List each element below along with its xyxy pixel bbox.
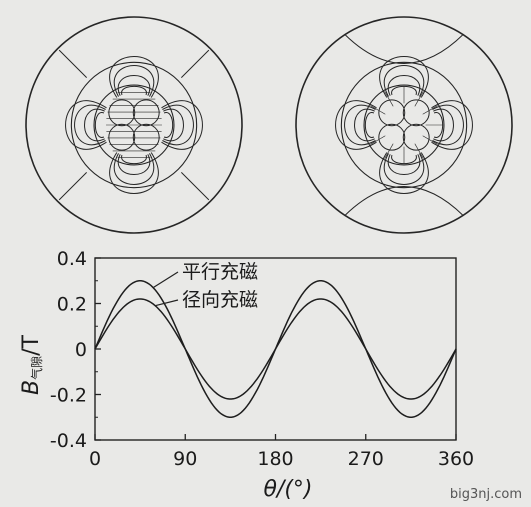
x-tick-label: 270 — [348, 448, 384, 470]
flux-line — [335, 100, 377, 150]
x-tick-label: 0 — [89, 448, 101, 470]
y-axis-label-sub: 气隙 — [29, 356, 44, 380]
rotor-flux-loop — [132, 99, 160, 127]
magnet-hatch — [370, 105, 386, 115]
magnet-hatch — [414, 143, 424, 159]
chart-series — [94, 280, 457, 418]
radial-magnetization-field-plot — [295, 16, 513, 234]
rotor-circle — [363, 84, 445, 166]
rotor-flux-loop — [378, 123, 406, 151]
flux-line — [364, 112, 375, 138]
sector-boundary — [58, 49, 88, 79]
flux-line — [354, 108, 375, 142]
sector-boundary — [180, 49, 210, 79]
flux-line — [433, 108, 454, 142]
magnet-hatch — [422, 105, 438, 115]
x-tick-label: 360 — [438, 448, 474, 470]
flux-line — [163, 112, 174, 138]
stator-outer-circle — [295, 16, 513, 234]
flux-line — [121, 85, 147, 96]
sector-boundary — [180, 171, 210, 201]
chart-ticks: 0 90 180 270 360 0.4 0.2 0 -0.2 -0.4 — [50, 248, 474, 470]
y-axis-label: B气隙/T — [19, 334, 44, 395]
y-axis-label-unit: /T — [19, 334, 44, 355]
air-gap-circle — [70, 61, 198, 189]
flux-line — [383, 153, 425, 185]
x-tick-label: 180 — [257, 448, 293, 470]
y-axis-label-main: B — [19, 380, 44, 395]
sector-boundary — [344, 33, 464, 64]
legend-label-radial: 径向充磁 — [182, 289, 258, 311]
x-tick-label: 90 — [173, 448, 197, 470]
flux-line — [113, 153, 155, 185]
flux-line — [109, 56, 159, 98]
flux-line — [109, 152, 159, 194]
air-gap-circle — [340, 61, 468, 189]
series-line-radial — [94, 298, 457, 400]
x-axis-label: θ/(°) — [263, 477, 312, 502]
flux-line — [117, 154, 151, 175]
rotor-flux-loop — [132, 123, 160, 151]
flux-line — [65, 100, 107, 150]
y-tick-label: 0.4 — [57, 248, 87, 270]
flux-line — [344, 104, 376, 146]
flux-line — [84, 108, 105, 142]
legend-leader-parallel — [152, 271, 179, 289]
magnet-hatch — [422, 135, 438, 145]
rotor-circle — [93, 84, 175, 166]
rotor-flux-loop — [108, 123, 136, 151]
flux-line — [117, 75, 151, 96]
flux-line — [94, 112, 105, 138]
legend-label-parallel: 平行充磁 — [182, 261, 258, 283]
magnet-hatch — [414, 91, 424, 107]
y-tick-label: 0 — [75, 339, 87, 361]
sector-boundary — [344, 186, 464, 217]
rotor-flux-loop — [378, 99, 406, 127]
flux-line — [379, 56, 429, 98]
magnet-hatch — [384, 91, 394, 107]
rotor-flux-loop — [108, 99, 136, 127]
flux-line — [387, 75, 421, 96]
flux-line — [432, 104, 464, 146]
flux-line — [161, 100, 203, 150]
flux-line — [74, 104, 106, 146]
watermark-text: big3nj.com — [450, 487, 522, 502]
rotor-flux-loop — [402, 99, 430, 127]
flux-line — [113, 65, 155, 97]
flux-line — [163, 108, 184, 142]
flux-line — [121, 154, 147, 165]
flux-line — [162, 104, 194, 146]
y-tick-label: -0.2 — [50, 385, 87, 407]
flux-line — [383, 65, 425, 97]
flux-line — [379, 152, 429, 194]
rotor-flux-loop — [402, 123, 430, 151]
flux-line — [387, 154, 421, 175]
flux-line — [431, 100, 473, 150]
parallel-magnetization-field-plot — [25, 16, 243, 234]
stator-outer-circle — [25, 16, 243, 234]
y-tick-label: -0.4 — [50, 430, 87, 452]
magnet-hatch — [384, 143, 394, 159]
y-tick-label: 0.2 — [57, 294, 87, 316]
legend-leader-radial — [155, 299, 179, 307]
sector-boundary — [58, 171, 88, 201]
magnet-hatch — [370, 135, 386, 145]
